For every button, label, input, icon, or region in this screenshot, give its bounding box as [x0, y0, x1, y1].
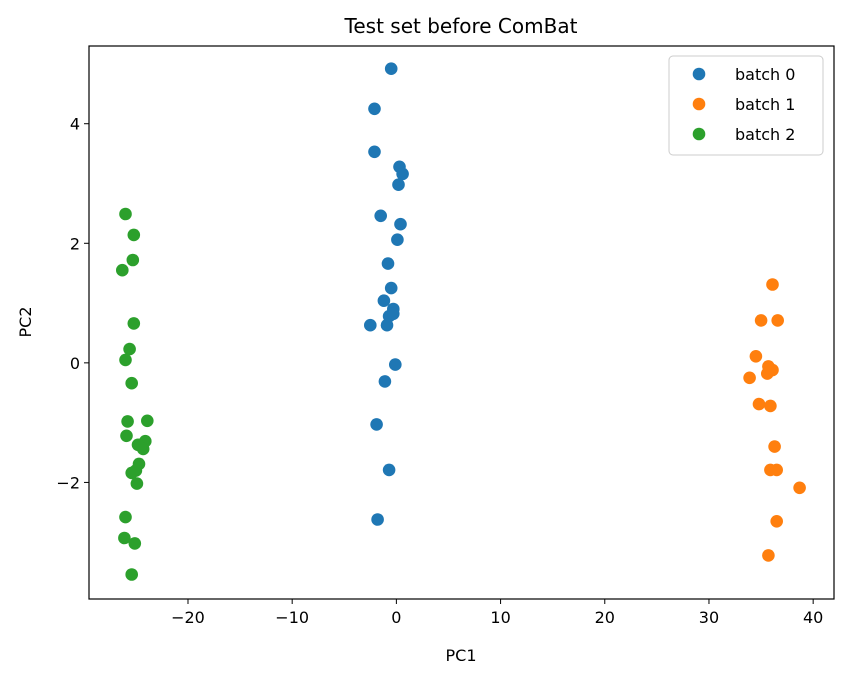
points-layer: [116, 62, 806, 581]
point-series-2-4: [127, 317, 141, 330]
point-series-0-14: [387, 307, 400, 321]
legend-marker-1: [692, 97, 706, 111]
point-series-0-0: [384, 62, 398, 75]
point-series-0-4: [396, 167, 409, 181]
point-series-2-18: [119, 510, 132, 524]
legend: batch 0 batch 1 batch 2: [668, 55, 824, 156]
legend-box: [668, 55, 824, 156]
point-series-0-6: [374, 209, 388, 223]
point-series-1-7: [743, 371, 756, 385]
point-series-2-21: [125, 568, 138, 581]
point-series-2-0: [119, 207, 132, 221]
x-tick-label: −20: [171, 608, 205, 627]
point-series-0-17: [389, 358, 402, 371]
x-tick-label: 0: [391, 608, 401, 627]
point-series-1-13: [793, 481, 806, 495]
y-tick-label: −2: [56, 473, 80, 492]
x-axis-label: PC1: [446, 646, 477, 665]
point-series-0-16: [380, 318, 394, 332]
point-series-1-3: [749, 350, 763, 363]
point-series-0-2: [368, 145, 381, 159]
legend-label-1: batch 1: [735, 95, 795, 114]
point-series-0-9: [381, 257, 395, 270]
point-series-2-7: [125, 376, 138, 390]
point-series-2-20: [128, 537, 142, 550]
point-series-0-21: [371, 513, 384, 526]
point-series-1-0: [766, 278, 779, 291]
legend-label-2: batch 2: [735, 125, 795, 144]
point-series-2-16: [125, 466, 138, 480]
point-series-0-11: [377, 294, 391, 308]
point-series-0-20: [382, 463, 396, 477]
point-series-2-8: [121, 415, 134, 428]
point-series-2-5: [123, 342, 136, 356]
point-series-2-6: [119, 353, 132, 367]
chart-title: Test set before ComBat: [344, 14, 578, 38]
point-series-0-15: [364, 318, 377, 332]
plot-frame: [88, 45, 835, 600]
point-series-0-19: [370, 418, 383, 431]
x-tick-label: 30: [699, 608, 719, 627]
point-series-0-7: [394, 217, 407, 231]
point-series-2-10: [120, 429, 133, 443]
x-tick-label: 40: [803, 608, 823, 627]
point-series-0-10: [384, 281, 398, 295]
point-series-0-5: [392, 178, 405, 191]
point-series-1-1: [754, 314, 768, 327]
point-series-2-3: [116, 263, 129, 277]
point-series-1-14: [770, 515, 783, 528]
y-axis-label: PC2: [16, 307, 35, 338]
x-axis: −20 −10 0 10 20 30 40: [171, 599, 823, 627]
y-tick-label: 0: [70, 354, 80, 373]
point-series-1-10: [768, 440, 781, 453]
x-tick-label: 20: [595, 608, 615, 627]
point-series-2-1: [127, 228, 141, 242]
point-series-2-19: [118, 531, 131, 545]
legend-marker-2: [692, 127, 706, 141]
point-series-1-8: [752, 397, 766, 411]
point-series-2-13: [136, 442, 150, 456]
y-tick-label: 2: [70, 234, 80, 253]
x-tick-label: −10: [275, 608, 309, 627]
point-series-0-18: [378, 375, 392, 388]
point-series-1-12: [770, 463, 783, 477]
point-series-1-2: [771, 314, 784, 327]
point-series-1-9: [764, 399, 777, 413]
x-tick-label: 10: [490, 608, 510, 627]
legend-label-0: batch 0: [735, 65, 795, 84]
point-series-1-6: [761, 367, 774, 380]
legend-marker-0: [692, 67, 706, 81]
point-series-2-2: [126, 253, 140, 267]
point-series-2-9: [141, 414, 154, 428]
point-series-0-1: [368, 102, 381, 116]
y-axis: −2 0 2 4: [56, 115, 89, 492]
point-series-1-15: [762, 549, 775, 562]
point-series-0-8: [391, 233, 404, 246]
point-series-2-17: [130, 477, 144, 490]
y-tick-label: 4: [70, 115, 80, 134]
